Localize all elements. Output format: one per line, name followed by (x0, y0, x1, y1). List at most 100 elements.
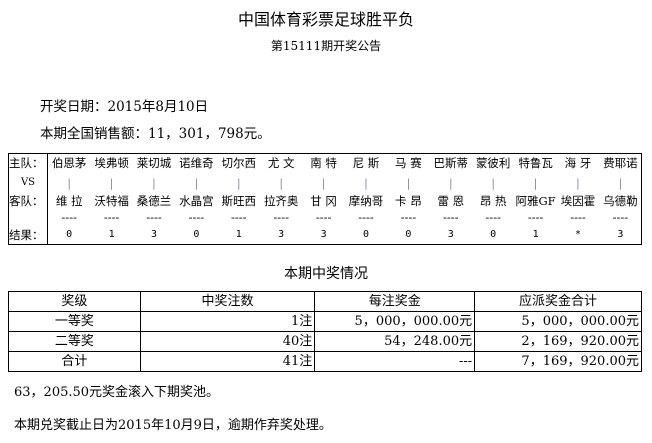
away-team: 阿雅GF (515, 194, 556, 208)
home-team: 切尔西 (221, 156, 257, 170)
dash-separator: ---- (315, 210, 332, 224)
away-team: 甘 冈 (310, 194, 337, 208)
match-column: 尼 斯 | 摩纳哥 ---- 0 (345, 154, 387, 244)
winner-count: 41注 (139, 351, 316, 372)
match-column: 莱切城 | 桑德兰 ---- 3 (133, 154, 175, 244)
header-per-prize: 每注奖金 (314, 291, 476, 312)
home-team: 莱切城 (136, 156, 172, 170)
sales-amount: 本期全国销售额：11，301，798元。 (40, 126, 271, 142)
dash-separator: ---- (188, 210, 205, 224)
vs-separator: | (448, 176, 453, 190)
match-result: 0 (193, 229, 200, 240)
dash-separator: ---- (61, 210, 77, 224)
match-column: 海 牙 | 埃因霍 ---- * (557, 154, 599, 244)
away-team: 卡 昂 (395, 194, 422, 208)
vs-separator: | (152, 176, 156, 190)
winner-count: 1注 (139, 311, 316, 332)
match-column: 马 赛 | 卡 昂 ---- 0 (387, 154, 429, 244)
match-result: 0 (490, 229, 497, 240)
match-column: 切尔西 | 斯旺西 ---- 1 (218, 154, 260, 244)
away-team: 水晶宫 (179, 194, 214, 208)
dash-separator: ---- (612, 210, 629, 224)
home-team: 埃弗顿 (94, 156, 129, 170)
match-column: 巴斯蒂 | 雷 恩 ---- 3 (430, 154, 472, 244)
home-team: 南 特 (310, 156, 337, 170)
match-result: * (574, 229, 581, 240)
dash-separator: ---- (527, 210, 544, 224)
dash-separator: ---- (485, 210, 501, 224)
away-team: 摩纳哥 (348, 194, 384, 208)
away-team: 桑德兰 (136, 194, 172, 208)
match-labels: 主队： VS 客队： 结果： (9, 154, 48, 244)
away-team: 斯旺西 (221, 194, 257, 208)
per-prize: 54，248.00元 (314, 331, 476, 352)
winner-count: 40注 (139, 331, 316, 352)
header-level: 奖级 (8, 291, 141, 312)
match-result: 1 (532, 229, 539, 240)
away-team: 昂 热 (479, 194, 507, 208)
match-result: 3 (278, 229, 285, 240)
match-column: 尤 文 | 拉齐奥 ---- 3 (260, 154, 302, 244)
dash-separator: ---- (400, 210, 417, 224)
table-header-row: 奖级 中奖注数 每注奖金 应派奖金合计 (8, 291, 642, 312)
match-table: 主队： VS 客队： 结果： 伯恩茅 | 维 拉 ---- 0 埃弗顿 | 沃特福 ---- 1 莱… (8, 153, 642, 245)
vs-separator: | (406, 176, 411, 190)
home-team: 海 牙 (564, 156, 592, 170)
match-result: 0 (362, 229, 369, 240)
match-column: 费耶诺 | 乌德勒 ---- 3 (599, 154, 641, 244)
away-team: 维 拉 (55, 194, 83, 208)
match-column: 伯恩茅 | 维 拉 ---- 0 (48, 154, 90, 244)
vs-separator: | (576, 176, 580, 190)
home-team: 马 赛 (395, 156, 422, 170)
away-label: 客队： (9, 194, 44, 208)
match-column: 埃弗顿 | 沃特福 ---- 1 (90, 154, 132, 244)
match-result: 0 (66, 229, 73, 240)
dash-separator: ---- (358, 210, 374, 224)
home-team: 巴斯蒂 (433, 156, 469, 170)
home-label: 主队： (9, 156, 44, 170)
match-result: 1 (235, 229, 242, 240)
away-team: 埃因霍 (560, 194, 596, 208)
vs-separator: | (109, 176, 114, 190)
home-team: 尤 文 (267, 156, 295, 170)
home-team: 特鲁瓦 (518, 156, 553, 170)
dash-separator: ---- (273, 210, 289, 224)
vs-separator: | (533, 176, 538, 190)
away-team: 乌德勒 (603, 194, 638, 208)
total-prize: 7，169，920.00元 (474, 351, 642, 372)
total-prize: 2，169，920.00元 (474, 331, 642, 352)
match-column: 特鲁瓦 | 阿雅GF ---- 1 (514, 154, 556, 244)
per-prize: 5，000，000.00元 (314, 311, 476, 332)
away-team: 拉齐奥 (263, 194, 299, 208)
match-result: 1 (108, 229, 115, 240)
match-result: 3 (447, 229, 454, 240)
prize-table: 奖级 中奖注数 每注奖金 应派奖金合计 一等奖 1注 5，000，000.00元 5，… (8, 291, 642, 372)
vs-separator: | (194, 176, 199, 190)
deadline-note: 本期兑奖截止日为2015年10月9日，逾期作弃奖处理。 (14, 418, 332, 433)
vs-separator: | (321, 176, 326, 190)
dash-separator: ---- (570, 210, 586, 224)
table-row: 一等奖 1注 5，000，000.00元 5，000，000.00元 (8, 311, 642, 332)
prize-level: 二等奖 (8, 331, 141, 352)
vs-separator: | (618, 176, 623, 190)
vs-separator: | (279, 176, 284, 190)
away-team: 雷 恩 (437, 194, 465, 208)
vs-separator: | (67, 176, 72, 190)
vs-label: VS (20, 177, 36, 188)
per-prize: --- (314, 351, 476, 372)
vs-separator: | (236, 176, 241, 190)
table-row: 合计 41注 --- 7，169，920.00元 (8, 351, 642, 372)
match-result: 0 (405, 229, 412, 240)
prize-level: 一等奖 (8, 311, 141, 332)
home-team: 诺维奇 (179, 156, 214, 170)
vs-separator: | (491, 176, 496, 190)
vs-separator: | (364, 176, 368, 190)
page-subtitle: 第15111期开奖公告 (270, 39, 382, 53)
match-column: 南 特 | 甘 冈 ---- 3 (302, 154, 344, 244)
dash-separator: ---- (103, 210, 120, 224)
home-team: 蒙彼利 (475, 156, 511, 170)
table-row: 二等奖 40注 54，248.00元 2，169，920.00元 (8, 331, 642, 352)
dash-separator: ---- (146, 210, 162, 224)
match-result: 3 (320, 229, 327, 240)
header-count: 中奖注数 (139, 291, 316, 312)
